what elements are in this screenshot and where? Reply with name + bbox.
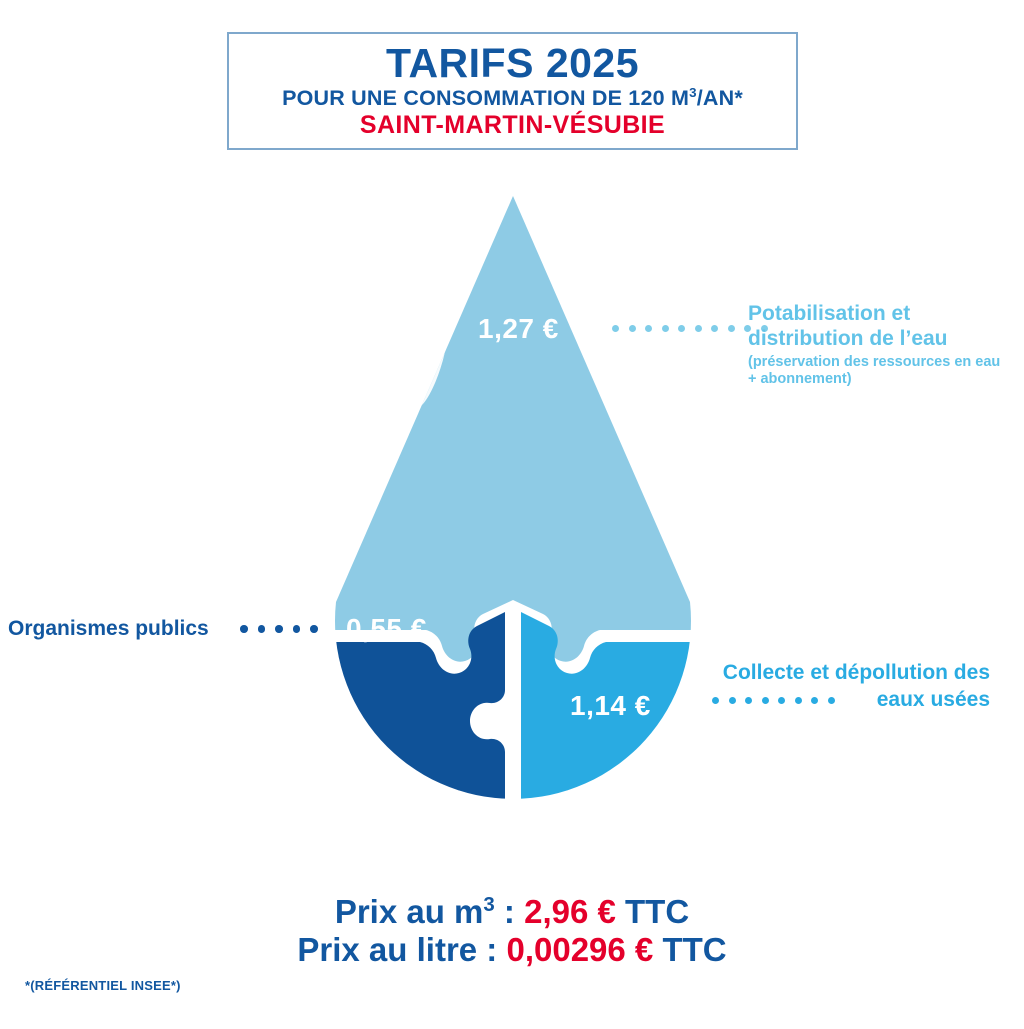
- leader-dot: [645, 325, 652, 332]
- price-litre-label: Prix au litre :: [297, 931, 507, 969]
- value-organismes: 0,55 €: [346, 613, 427, 644]
- page-title: TARIFS 2025: [385, 40, 640, 87]
- leader-dot: [727, 325, 735, 332]
- price-per-litre: Prix au litre : 0,00296 € TTC: [0, 931, 1024, 969]
- page-subtitle: POUR UNE CONSOMMATION DE 120 M3/AN*: [282, 86, 743, 111]
- label-organismes: Organismes publics: [8, 617, 209, 640]
- label-potabilisation: Potabilisation et distribution de l’eau …: [748, 302, 1008, 389]
- leader-dot: [257, 625, 265, 633]
- label-potabilisation-title: Potabilisation et distribution de l’eau: [748, 302, 948, 350]
- title-box: TARIFS 2025 POUR UNE CONSOMMATION DE 120…: [227, 32, 798, 150]
- leader-dot: [678, 325, 685, 332]
- leader-dots-potabilisation: [612, 325, 768, 332]
- leader-dot: [275, 625, 283, 633]
- leader-dot: [728, 697, 736, 704]
- leader-dot: [310, 625, 318, 633]
- leader-dot: [612, 325, 619, 332]
- value-collecte: 1,14 €: [570, 690, 651, 721]
- leader-dot: [628, 325, 636, 332]
- subtitle-suffix: /AN*: [696, 86, 743, 111]
- subtitle-exponent: 3: [689, 85, 697, 101]
- footnote: *(RÉFÉRENTIEL INSEE*): [25, 978, 181, 993]
- price-summary: Prix au m3 : 2,96 € TTC Prix au litre : …: [0, 893, 1024, 970]
- price-m3-amount: 2,96 €: [524, 893, 616, 930]
- leader-dot: [827, 697, 835, 704]
- leader-dot: [761, 697, 769, 704]
- leader-dot: [292, 625, 300, 633]
- leader-dot: [744, 325, 751, 332]
- drop-highlight: [412, 322, 448, 408]
- leader-dot: [794, 697, 802, 704]
- label-collecte: Collecte et dépollution des eaux usées: [722, 661, 990, 711]
- city-name: SAINT-MARTIN-VÉSUBIE: [359, 111, 666, 140]
- price-m3-exponent: 3: [483, 893, 495, 916]
- leader-dot: [745, 697, 752, 704]
- leader-dot: [240, 625, 248, 633]
- leader-dot: [811, 697, 818, 704]
- price-m3-suffix: TTC: [615, 893, 690, 930]
- price-per-m3: Prix au m3 : 2,96 € TTC: [0, 893, 1024, 931]
- price-m3-separator: :: [494, 893, 525, 930]
- subtitle-text: POUR UNE CONSOMMATION DE 120 M: [282, 86, 690, 111]
- leader-dot: [661, 325, 669, 332]
- leader-dot: [760, 325, 768, 332]
- price-m3-label: Prix au m: [334, 893, 484, 930]
- leader-dot: [778, 697, 785, 704]
- leader-dot: [694, 325, 702, 332]
- leader-dots-collecte: [712, 697, 835, 704]
- segment-organismes-shape: [334, 612, 505, 799]
- leader-dots-organismes: [240, 625, 318, 633]
- price-litre-amount: 0,00296 €: [506, 931, 654, 969]
- leader-dot: [712, 697, 719, 704]
- segment-potabilisation-shape: [334, 196, 692, 662]
- value-potabilisation: 1,27 €: [478, 313, 559, 344]
- segment-potabilisation: [513, 196, 700, 625]
- price-litre-suffix: TTC: [653, 931, 727, 969]
- segment-collecte-shape: [521, 612, 692, 799]
- leader-dot: [711, 325, 718, 332]
- label-potabilisation-sublabel: (préservation des ressources en eau + ab…: [748, 353, 1001, 388]
